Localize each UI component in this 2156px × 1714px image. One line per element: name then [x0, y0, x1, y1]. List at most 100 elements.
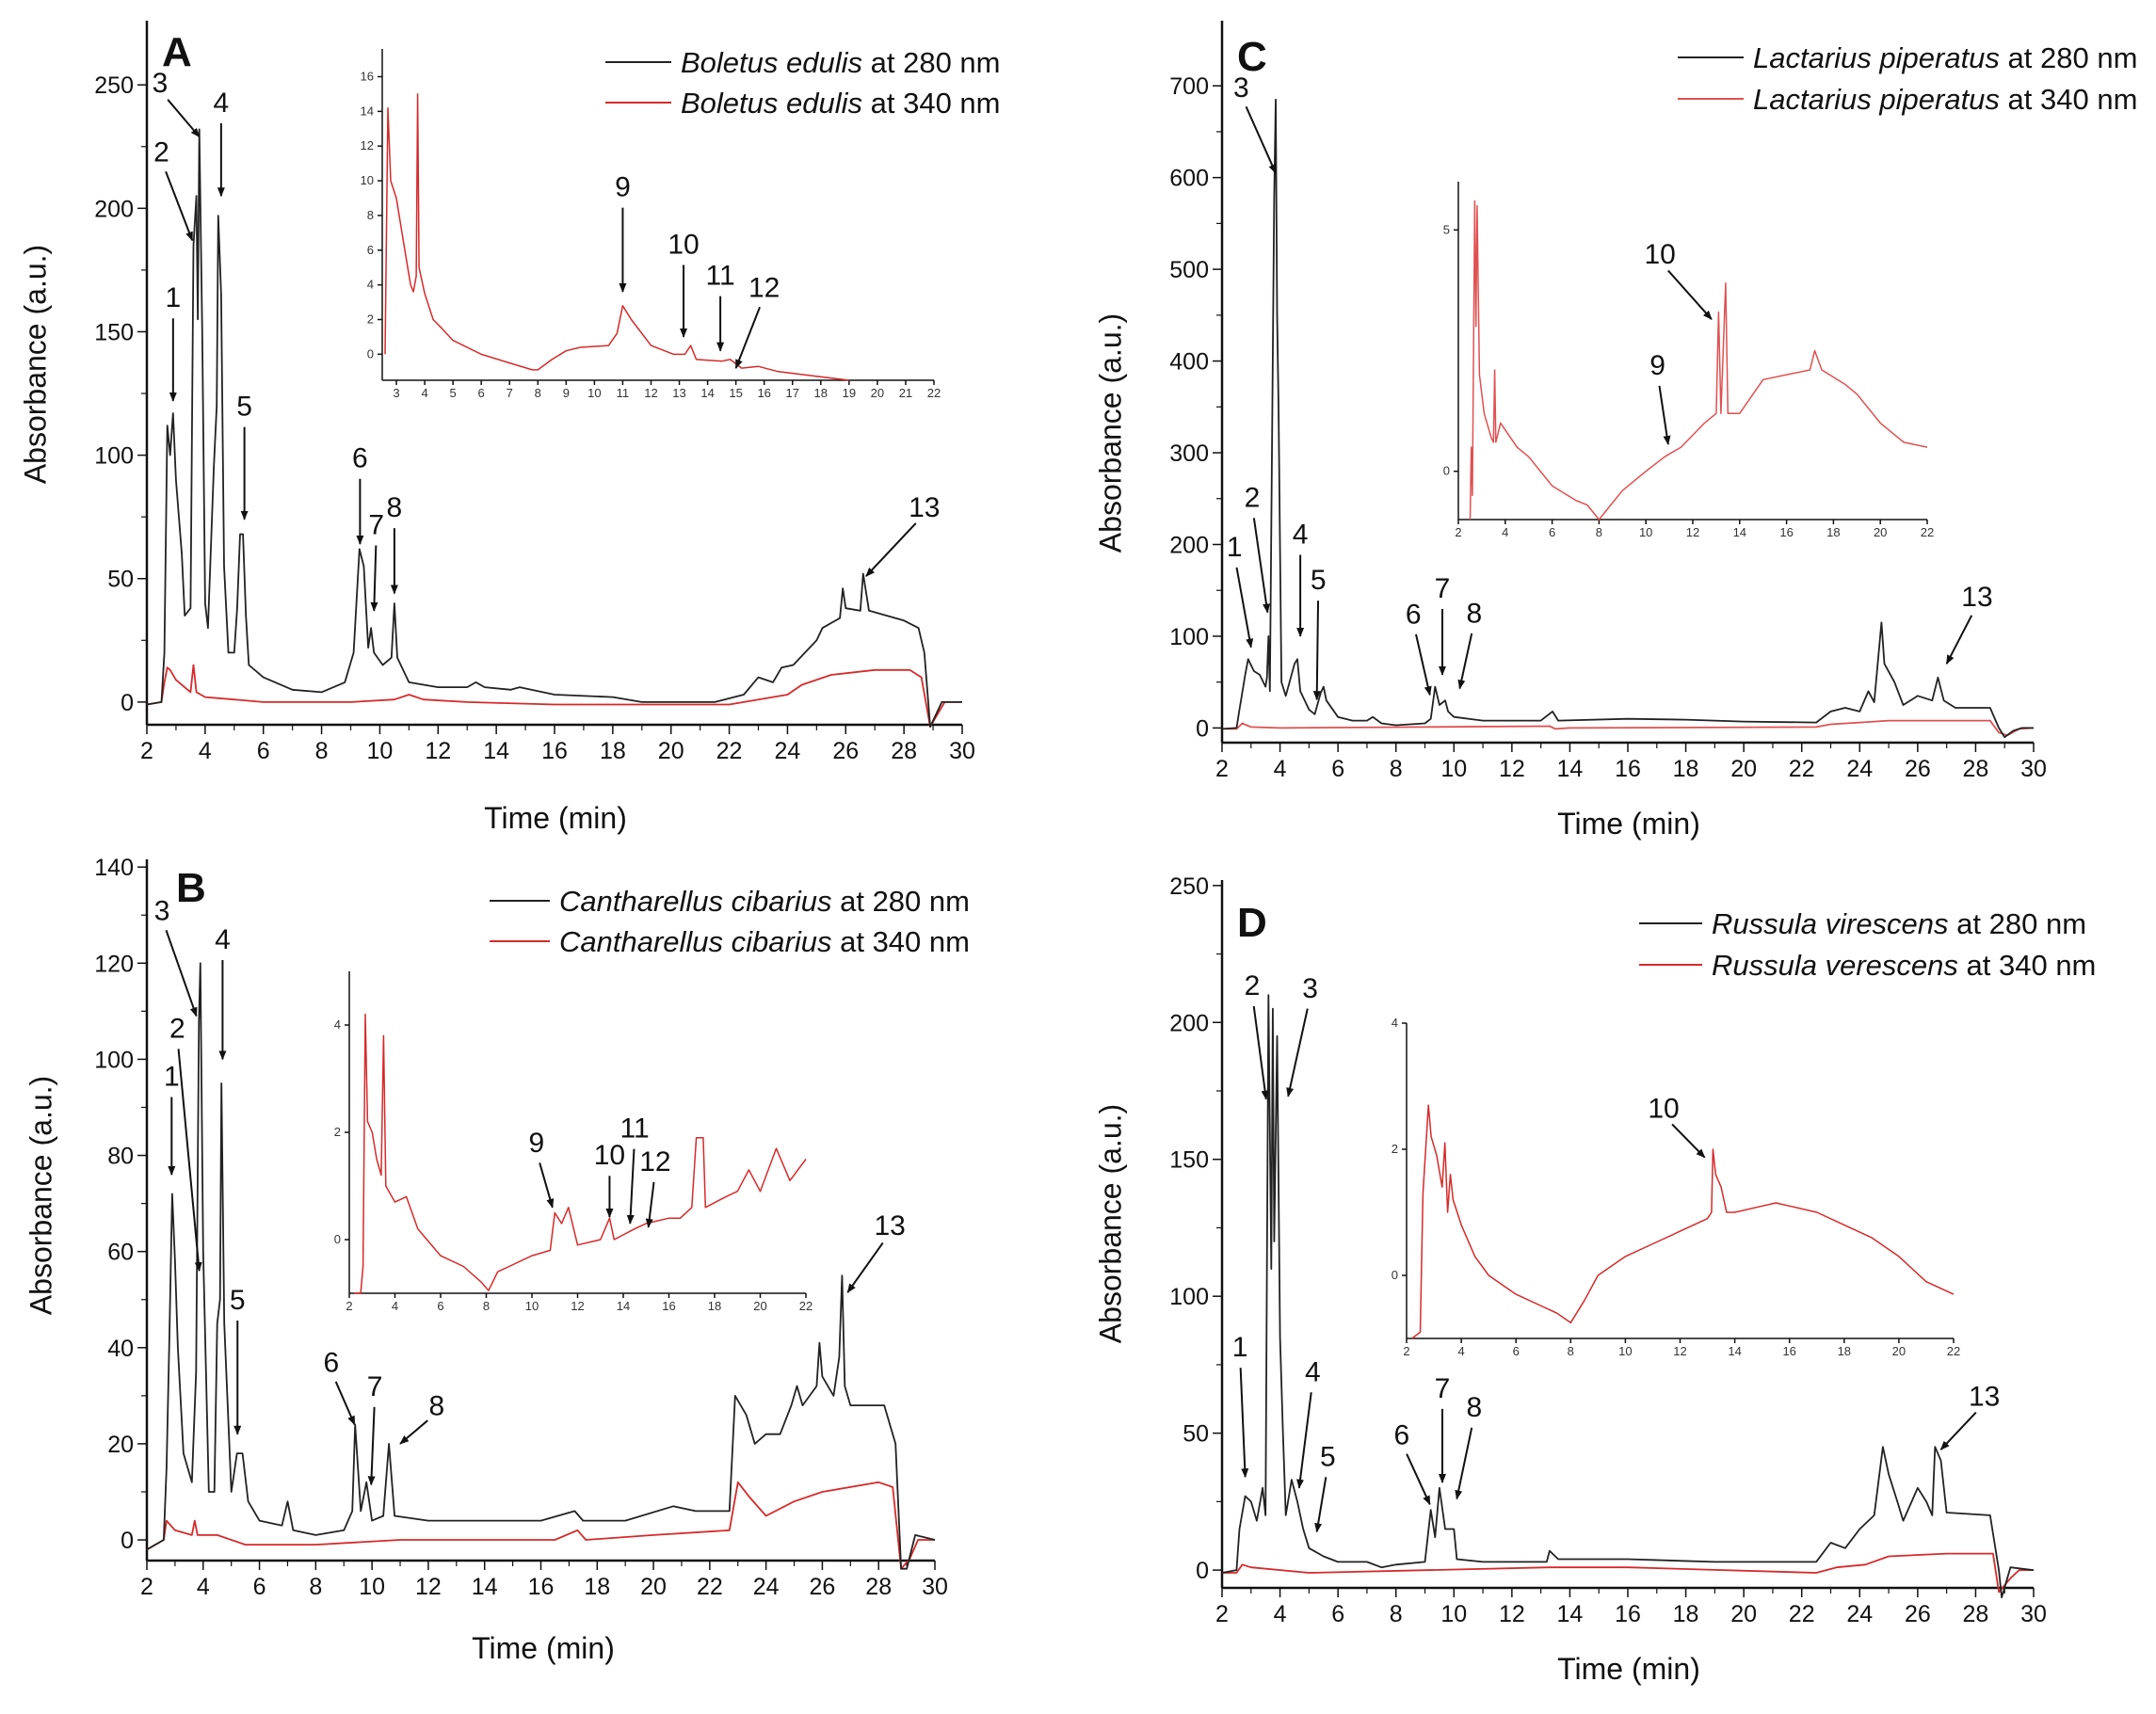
x-tick-label: 10 [587, 386, 601, 400]
peak-label: 13 [1961, 582, 1992, 613]
legend-wavelength: at 340 nm [831, 925, 969, 958]
x-tick-label: 30 [922, 1574, 948, 1600]
peak-label: 12 [748, 273, 780, 304]
x-tick-label: 6 [478, 386, 485, 400]
peak-annotation-4: 4 [1293, 520, 1308, 637]
legend-species: Lactarius piperatus [1753, 41, 2000, 74]
peak-label: 5 [1311, 565, 1327, 596]
peak-annotation-13: 13 [1939, 1382, 2000, 1450]
legend-wavelength: at 340 nm [2000, 83, 2137, 116]
panel-letter: D [1237, 900, 1267, 946]
x-tick-label: 10 [1440, 756, 1467, 782]
x-tick-label: 12 [1686, 525, 1699, 539]
x-tick-label: 4 [199, 738, 212, 764]
peak-arrow [1406, 1453, 1431, 1506]
x-tick-label: 22 [697, 1574, 723, 1600]
y-tick-label: 140 [94, 855, 134, 881]
y-tick-label: 0 [1443, 464, 1450, 478]
panel-letter: B [176, 865, 206, 911]
x-tick-label: 16 [528, 1574, 555, 1600]
y-axis-title: Absorbance (a.u.) [18, 245, 52, 484]
peak-arrow [846, 1241, 884, 1293]
peak-annotation-2: 2 [1245, 970, 1269, 1100]
x-tick-label: 4 [392, 1299, 398, 1313]
peak-arrow [165, 929, 198, 1017]
x-tick-label: 10 [367, 738, 394, 764]
peak-annotation-11: 11 [620, 1113, 650, 1225]
x-tick-label: 10 [1440, 1601, 1467, 1627]
peak-annotation-4: 4 [214, 88, 229, 198]
y-tick-label: 50 [1183, 1421, 1209, 1448]
x-tick-label: 26 [1905, 756, 1931, 782]
main-traces [146, 962, 936, 1570]
panel-C: 2 4 6 8 10 12 14 16 18 20 22 24 26 28 3001002003004005… [1093, 21, 2137, 841]
x-tick-label: 18 [1826, 525, 1840, 539]
legend-wavelength: at 340 nm [1958, 949, 2096, 982]
peak-arrow [1667, 269, 1713, 320]
peak-label: 6 [1406, 599, 1422, 630]
y-tick-label: 150 [1169, 1147, 1209, 1174]
peak-annotation-8: 8 [399, 1390, 444, 1445]
x-tick-label: 24 [1846, 756, 1873, 782]
x-tick-label: 12 [425, 738, 451, 764]
legend-item: Boletus edulis at 340 nm [605, 87, 1001, 120]
legend-species: Boletus edulis [681, 87, 862, 120]
x-axis-title: Time (min) [472, 1631, 615, 1665]
x-tick-label: 20 [871, 386, 884, 400]
peak-label: 2 [153, 136, 169, 168]
peak-arrow [539, 1162, 555, 1209]
y-tick-label: 4 [367, 278, 374, 292]
x-tick-label: 12 [1673, 1344, 1686, 1358]
peak-annotation-2: 2 [153, 136, 194, 242]
y-tick-label: 16 [361, 69, 374, 83]
legend-label: Lactarius piperatus at 340 nm [1753, 83, 2137, 116]
x-tick-label: 22 [1947, 1344, 1960, 1358]
peak-label: 11 [620, 1113, 650, 1145]
peak-annotation-7: 7 [1435, 1373, 1450, 1483]
y-tick-label: 0 [121, 1528, 134, 1554]
x-tick-label: 4 [1457, 1344, 1464, 1358]
peak-label: 9 [615, 172, 631, 203]
peak-arrow [399, 1419, 428, 1445]
x-tick-label: 12 [1499, 1601, 1525, 1627]
legend-label: Russula virescens at 280 nm [1712, 907, 2086, 940]
peak-label: 11 [706, 261, 735, 292]
peak-arrow [1252, 1005, 1269, 1100]
legend-item: Lactarius piperatus at 340 nm [1678, 83, 2137, 116]
x-tick-label: 18 [708, 1299, 721, 1313]
peak-arrow [167, 99, 201, 138]
legend-item: Lactarius piperatus at 280 nm [1678, 41, 2137, 74]
peak-annotation-12: 12 [734, 273, 780, 370]
y-axis-title: Absorbance (a.u.) [1093, 1104, 1127, 1343]
peak-arrow [1939, 1411, 1977, 1450]
legend-species: Cantharellus cibarius [559, 925, 831, 958]
peak-label: 12 [639, 1146, 670, 1177]
x-tick-label: 15 [729, 386, 742, 400]
y-tick-label: 10 [361, 173, 374, 187]
legend-item: Cantharellus cibarius at 340 nm [490, 925, 970, 958]
x-tick-label: 13 [672, 386, 685, 400]
x-tick-label: 22 [927, 386, 941, 400]
peak-annotation-9: 9 [529, 1128, 555, 1209]
legend-item: Russula virescens at 280 nm [1639, 907, 2086, 940]
x-tick-label: 7 [507, 386, 513, 400]
y-tick-label: 600 [1169, 166, 1209, 192]
x-tick-label: 30 [2020, 756, 2047, 782]
peak-annotation-3: 3 [1233, 72, 1277, 174]
x-tick-label: 24 [775, 738, 801, 764]
trace-280nm [146, 128, 962, 728]
x-tick-label: 19 [843, 386, 856, 400]
x-tick-label: 10 [1618, 1344, 1632, 1358]
x-tick-label: 22 [1789, 756, 1815, 782]
y-tick-label: 40 [107, 1336, 134, 1362]
y-tick-label: 100 [1169, 624, 1209, 650]
x-tick-label: 12 [1499, 756, 1525, 782]
x-tick-label: 28 [1963, 756, 1989, 782]
x-tick-label: 2 [140, 1574, 153, 1600]
x-tick-label: 16 [1615, 1601, 1641, 1627]
legend-species: Lactarius piperatus [1753, 83, 2000, 116]
x-tick-label: 20 [1874, 525, 1887, 539]
y-tick-label: 100 [94, 1047, 134, 1073]
peak-arrow [1658, 385, 1671, 445]
